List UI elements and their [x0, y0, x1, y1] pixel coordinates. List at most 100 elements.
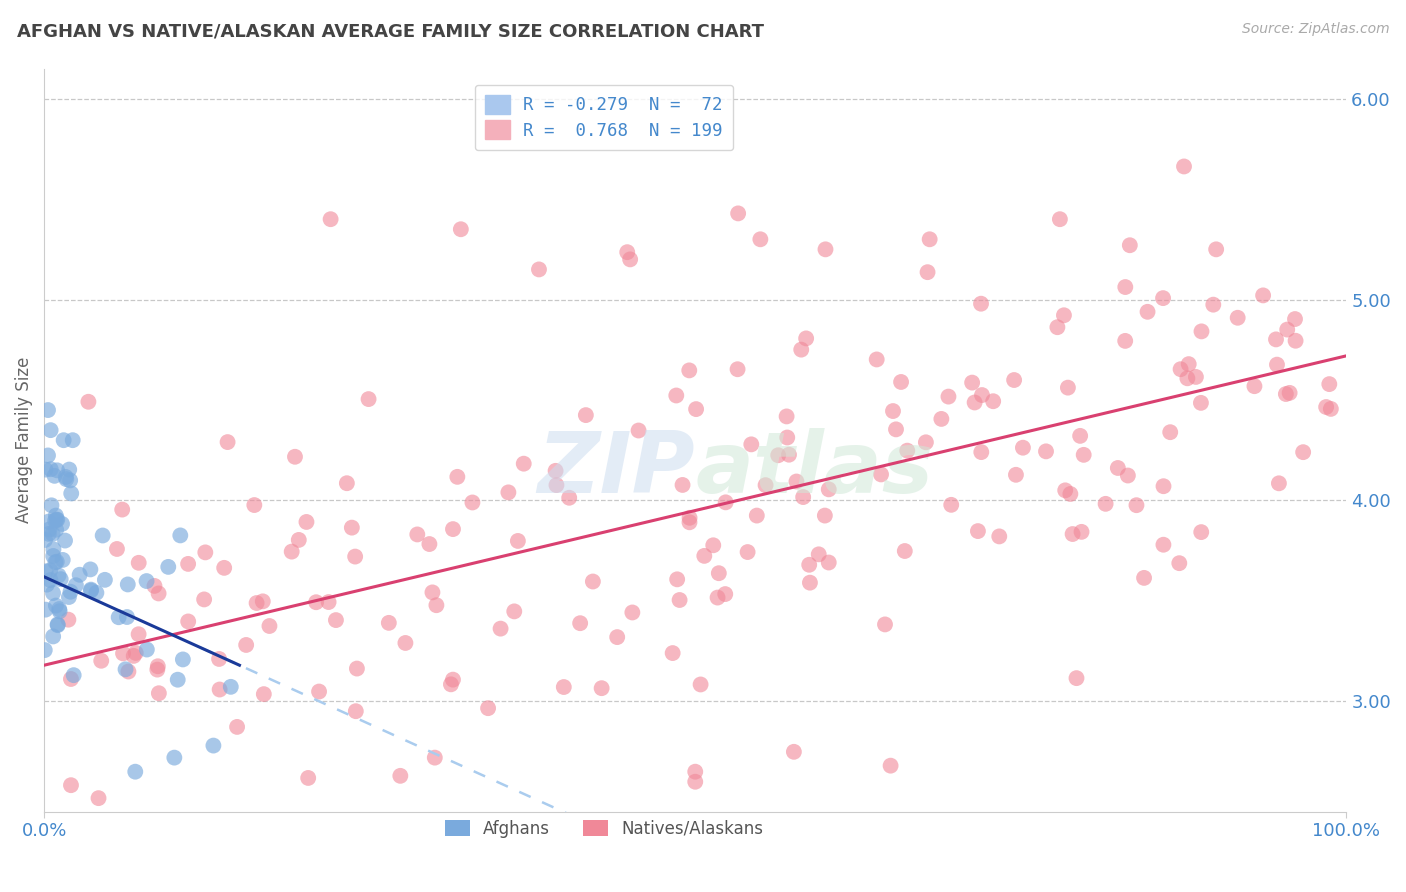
Point	[737, 545, 759, 559]
Point	[115, 610, 138, 624]
Point	[627, 424, 650, 438]
Point	[42, 542, 65, 557]
Point	[280, 544, 302, 558]
Point	[34, 462, 56, 476]
Point	[1205, 243, 1227, 257]
Point	[1152, 291, 1174, 305]
Point	[890, 375, 912, 389]
Point	[790, 343, 813, 357]
Point	[41, 526, 63, 541]
Point	[440, 677, 463, 691]
Point	[702, 538, 724, 552]
Point	[981, 394, 1004, 409]
Point	[59, 474, 82, 488]
Point	[606, 630, 628, 644]
Point	[46, 463, 69, 477]
Point	[740, 437, 762, 451]
Point	[86, 586, 108, 600]
Point	[35, 577, 58, 591]
Point	[389, 769, 412, 783]
Point	[1049, 212, 1071, 227]
Point	[661, 646, 683, 660]
Point	[48, 568, 70, 582]
Point	[344, 549, 367, 564]
Point	[1119, 238, 1142, 252]
Point	[1202, 298, 1225, 312]
Point	[546, 478, 568, 492]
Point	[619, 252, 641, 267]
Point	[1133, 571, 1156, 585]
Point	[42, 586, 65, 600]
Point	[727, 362, 749, 376]
Point	[340, 521, 363, 535]
Point	[1177, 371, 1199, 385]
Point	[51, 516, 73, 531]
Point	[870, 467, 893, 482]
Point	[1152, 538, 1174, 552]
Point	[105, 541, 128, 556]
Point	[259, 619, 281, 633]
Point	[169, 528, 191, 542]
Point	[243, 498, 266, 512]
Point	[489, 622, 512, 636]
Point	[894, 544, 917, 558]
Point	[52, 553, 75, 567]
Point	[461, 495, 484, 509]
Point	[1153, 479, 1175, 493]
Point	[1136, 305, 1159, 319]
Point	[52, 433, 75, 447]
Point	[807, 547, 830, 561]
Point	[1059, 487, 1081, 501]
Point	[879, 758, 901, 772]
Point	[45, 599, 67, 613]
Point	[79, 562, 101, 576]
Point	[284, 450, 307, 464]
Point	[202, 739, 225, 753]
Point	[135, 574, 157, 588]
Point	[194, 545, 217, 559]
Point	[544, 464, 567, 478]
Point	[785, 475, 807, 489]
Point	[59, 672, 82, 686]
Point	[1107, 461, 1129, 475]
Point	[749, 232, 772, 246]
Point	[1054, 483, 1077, 498]
Point	[668, 593, 690, 607]
Point	[39, 563, 62, 577]
Point	[1292, 445, 1315, 459]
Point	[866, 352, 889, 367]
Point	[689, 677, 711, 691]
Point	[45, 555, 67, 569]
Point	[44, 555, 66, 569]
Point	[727, 206, 749, 220]
Point	[336, 476, 359, 491]
Point	[527, 262, 550, 277]
Point	[87, 791, 110, 805]
Point	[1170, 362, 1192, 376]
Point	[792, 490, 814, 504]
Point	[513, 457, 536, 471]
Point	[219, 680, 242, 694]
Point	[346, 662, 368, 676]
Point	[441, 673, 464, 687]
Point	[1277, 322, 1299, 336]
Point	[49, 572, 72, 586]
Point	[799, 575, 821, 590]
Point	[1159, 425, 1181, 440]
Point	[569, 616, 592, 631]
Point	[873, 617, 896, 632]
Point	[425, 598, 447, 612]
Point	[42, 629, 65, 643]
Point	[208, 652, 231, 666]
Point	[931, 412, 953, 426]
Point	[1046, 320, 1069, 334]
Point	[62, 433, 84, 447]
Point	[38, 515, 60, 529]
Point	[39, 462, 62, 476]
Point	[163, 750, 186, 764]
Point	[122, 648, 145, 663]
Point	[970, 388, 993, 402]
Point	[693, 549, 716, 563]
Point	[918, 232, 941, 246]
Point	[406, 527, 429, 541]
